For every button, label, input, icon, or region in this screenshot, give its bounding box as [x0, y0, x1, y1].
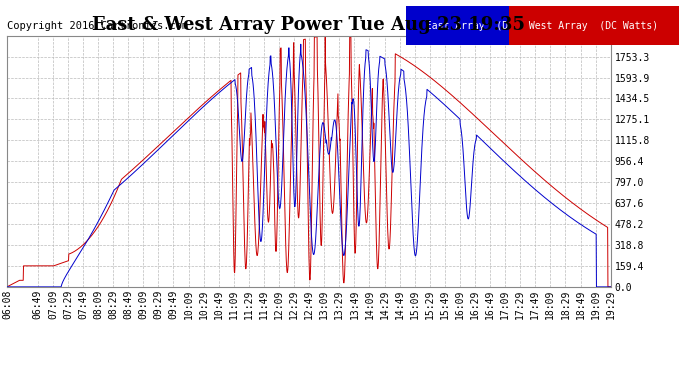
Title: East & West Array Power Tue Aug 23 19:35: East & West Array Power Tue Aug 23 19:35 [92, 16, 525, 34]
Text: East Array  (DC Watts): East Array (DC Watts) [420, 21, 562, 31]
Text: Copyright 2016 Cartronics.com: Copyright 2016 Cartronics.com [7, 21, 188, 31]
Text: West Array  (DC Watts): West Array (DC Watts) [523, 21, 664, 31]
